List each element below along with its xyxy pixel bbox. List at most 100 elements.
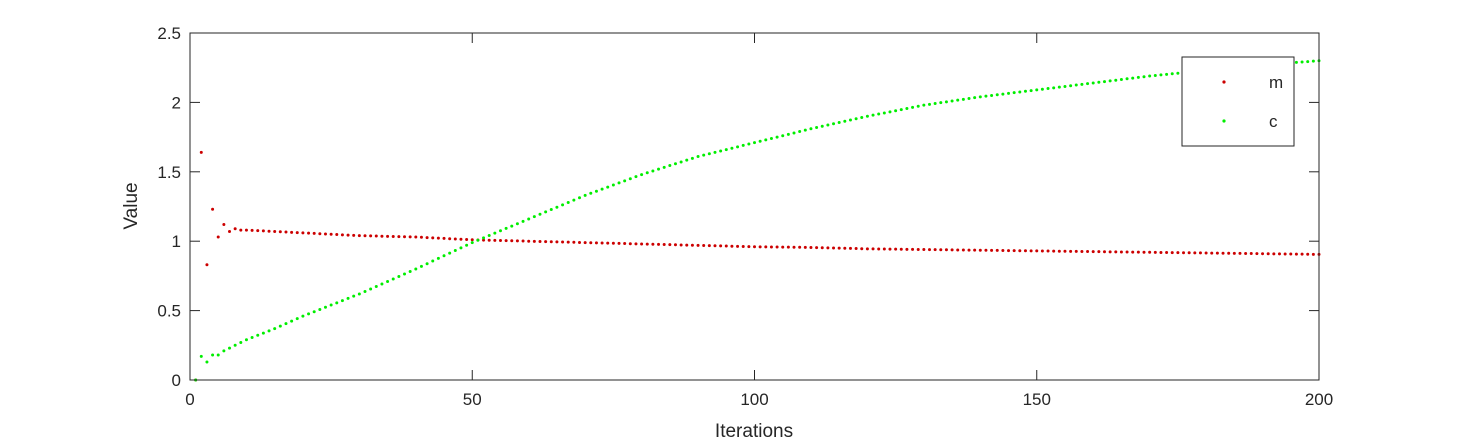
point-c	[809, 127, 813, 131]
point-c	[651, 169, 655, 173]
point-m	[820, 246, 824, 250]
y-tick-label: 0	[172, 371, 181, 390]
point-c	[707, 152, 711, 156]
point-c	[736, 145, 740, 149]
point-m	[374, 234, 378, 238]
point-c	[527, 217, 531, 221]
point-m	[894, 247, 898, 251]
point-m	[730, 244, 734, 248]
point-c	[1012, 91, 1016, 95]
point-c	[984, 94, 988, 98]
point-c	[465, 243, 469, 247]
point-m	[606, 241, 610, 245]
point-m	[1300, 252, 1304, 256]
point-m	[544, 240, 548, 244]
point-m	[482, 238, 486, 242]
point-c	[1136, 75, 1140, 79]
point-m	[318, 232, 322, 236]
point-m	[826, 246, 830, 250]
point-m	[707, 244, 711, 248]
point-c	[753, 141, 756, 145]
point-c	[205, 360, 209, 364]
point-c	[295, 317, 299, 321]
point-m	[1029, 249, 1033, 253]
point-m	[555, 240, 559, 244]
point-c	[1086, 82, 1090, 86]
y-axis-title: Value	[121, 182, 142, 229]
point-m	[956, 248, 960, 252]
point-c	[532, 215, 536, 219]
point-m	[724, 244, 728, 248]
point-m	[1131, 250, 1135, 254]
point-c	[555, 205, 559, 209]
point-c	[781, 134, 785, 138]
point-m	[312, 231, 316, 235]
point-m	[1069, 249, 1073, 253]
point-c	[894, 109, 898, 113]
point-c	[606, 185, 610, 189]
point-c	[719, 149, 723, 153]
point-c	[431, 259, 435, 263]
point-c	[922, 103, 926, 107]
point-m	[1193, 251, 1197, 255]
point-m	[363, 234, 367, 238]
point-c	[561, 203, 565, 207]
point-c	[1069, 84, 1073, 88]
point-m	[403, 235, 407, 239]
point-m	[498, 239, 502, 243]
point-c	[973, 96, 977, 100]
point-c	[425, 262, 429, 266]
point-m	[1283, 252, 1287, 256]
point-m	[340, 233, 344, 237]
point-c	[442, 254, 446, 258]
point-m	[211, 207, 215, 211]
point-m	[978, 248, 982, 252]
point-m	[284, 230, 288, 234]
point-m	[640, 242, 644, 246]
point-m	[521, 239, 525, 243]
point-m	[357, 234, 361, 238]
point-c	[572, 198, 576, 202]
series-c	[194, 59, 1321, 382]
point-c	[843, 119, 847, 123]
point-m	[1057, 249, 1061, 253]
point-c	[645, 171, 649, 175]
point-m	[792, 245, 796, 249]
point-c	[256, 333, 260, 337]
point-c	[939, 101, 943, 105]
point-c	[1300, 60, 1304, 64]
point-m	[549, 240, 553, 244]
point-c	[826, 123, 830, 127]
point-m	[1063, 249, 1067, 253]
point-c	[199, 354, 203, 358]
point-c	[476, 238, 480, 242]
point-m	[673, 243, 677, 247]
legend-label-m: m	[1269, 73, 1283, 92]
point-c	[882, 111, 886, 115]
point-c	[657, 167, 661, 171]
y-tick-label: 0.5	[157, 302, 181, 321]
point-m	[865, 247, 869, 251]
point-c	[453, 249, 457, 252]
point-c	[764, 138, 768, 142]
point-m	[470, 238, 474, 242]
point-m	[933, 248, 937, 252]
point-c	[668, 164, 672, 168]
point-c	[747, 142, 751, 146]
point-m	[453, 237, 457, 241]
point-c	[470, 241, 474, 245]
point-m	[589, 241, 593, 245]
point-m	[594, 241, 598, 245]
point-c	[634, 175, 638, 179]
plot-area	[190, 33, 1319, 380]
point-m	[1289, 252, 1293, 256]
point-m	[267, 229, 271, 233]
point-m	[386, 234, 390, 238]
point-c	[1153, 73, 1157, 77]
point-c	[815, 126, 819, 130]
point-c	[832, 122, 836, 126]
point-c	[860, 116, 864, 120]
point-m	[600, 241, 604, 245]
point-m	[261, 229, 265, 233]
point-m	[1311, 252, 1315, 256]
